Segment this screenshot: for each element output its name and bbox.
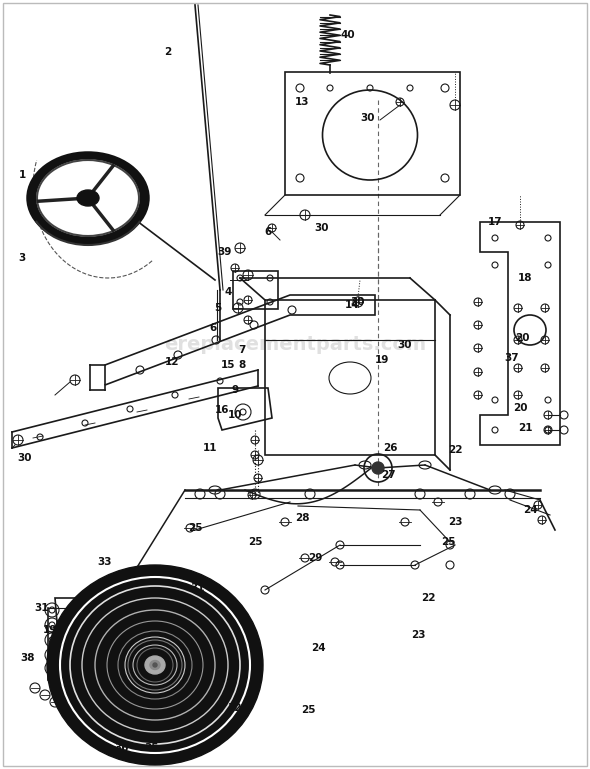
Text: 5: 5 (214, 303, 222, 313)
Text: 30: 30 (350, 297, 365, 307)
Text: 38: 38 (21, 653, 35, 663)
Text: 16: 16 (215, 405, 230, 415)
Text: 40: 40 (340, 30, 355, 40)
Text: 21: 21 (518, 423, 532, 433)
Ellipse shape (145, 656, 165, 674)
Ellipse shape (47, 565, 263, 765)
Text: 17: 17 (488, 217, 502, 227)
Circle shape (372, 462, 384, 474)
Text: 11: 11 (203, 443, 217, 453)
Text: 26: 26 (383, 443, 397, 453)
Text: 24: 24 (311, 643, 325, 653)
Text: 20: 20 (514, 333, 529, 343)
Text: 27: 27 (381, 470, 395, 480)
Text: 20: 20 (513, 403, 527, 413)
Text: 24: 24 (523, 505, 537, 515)
Text: 8: 8 (238, 360, 245, 370)
Text: 2: 2 (165, 47, 172, 57)
Text: 25: 25 (301, 705, 315, 715)
Text: 14: 14 (345, 300, 359, 310)
Text: 39: 39 (218, 247, 232, 257)
Ellipse shape (153, 663, 157, 667)
Text: 12: 12 (165, 357, 179, 367)
Bar (265, 300, 435, 455)
Text: 10: 10 (228, 410, 242, 420)
Text: 30: 30 (360, 113, 375, 123)
Text: 19: 19 (375, 355, 389, 365)
Ellipse shape (77, 190, 99, 206)
Bar (233, 271, 278, 309)
Text: 36: 36 (114, 743, 129, 753)
Text: 28: 28 (295, 513, 309, 523)
Ellipse shape (37, 160, 139, 236)
Text: 23: 23 (411, 630, 425, 640)
Text: 25: 25 (441, 537, 455, 547)
Ellipse shape (28, 153, 148, 243)
Text: 19: 19 (43, 625, 57, 635)
Text: 33: 33 (98, 557, 112, 567)
Text: 23: 23 (448, 517, 462, 527)
Text: 1: 1 (18, 170, 25, 180)
Text: 25: 25 (248, 537, 262, 547)
Text: 29: 29 (308, 553, 322, 563)
Text: 32: 32 (228, 703, 242, 713)
Text: 30: 30 (398, 340, 412, 350)
Text: 22: 22 (421, 593, 435, 603)
Text: 15: 15 (221, 360, 235, 370)
Text: 30: 30 (314, 223, 329, 233)
Text: 30: 30 (18, 453, 32, 463)
Text: 31: 31 (191, 583, 205, 593)
Text: 37: 37 (504, 353, 519, 363)
Text: 9: 9 (231, 385, 238, 395)
Text: 25: 25 (188, 523, 202, 533)
Ellipse shape (150, 661, 160, 670)
Text: 4: 4 (224, 287, 232, 297)
Text: 22: 22 (448, 445, 462, 455)
Text: 35: 35 (145, 743, 159, 753)
Text: ereplacementparts.com: ereplacementparts.com (164, 335, 426, 355)
Text: 18: 18 (518, 273, 532, 283)
Text: 7: 7 (238, 345, 245, 355)
Text: 6: 6 (264, 227, 271, 237)
Text: 3: 3 (18, 253, 25, 263)
Text: 13: 13 (295, 97, 309, 107)
Text: 31: 31 (35, 603, 49, 613)
Text: 6: 6 (209, 323, 217, 333)
